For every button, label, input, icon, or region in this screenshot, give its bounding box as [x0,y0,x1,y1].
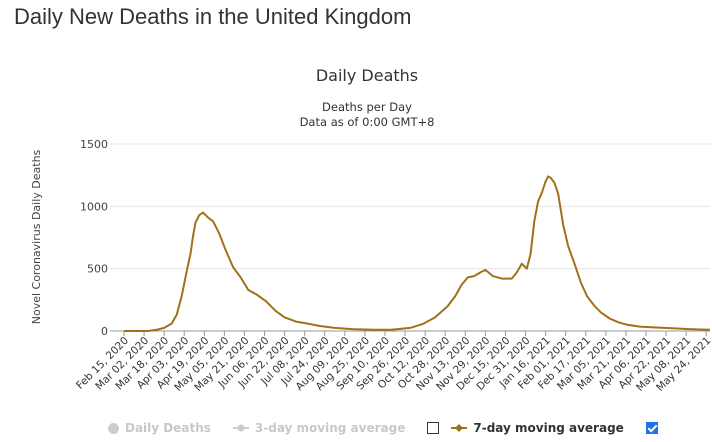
plot-area [124,175,711,332]
page-title: Daily New Deaths in the United Kingdom [14,4,412,29]
chart-subtitle-2: Data as of 0:00 GMT+8 [300,115,435,129]
legend-item-3-day-average[interactable]: 3-day moving average [232,421,406,435]
grid [110,143,710,332]
legend-label: 3-day moving average [254,421,406,435]
y-tick-label: 1500 [80,138,108,151]
legend-label: Daily Deaths [125,421,211,435]
legend: Daily Deaths 3-day moving average 7-day … [108,418,670,438]
line-marker-icon [232,424,249,432]
y-tick-label: 1000 [80,200,108,213]
y-axis-ticks: 0 500 1000 1500 [80,138,108,338]
y-tick-label: 0 [101,325,108,338]
chart: Daily Deaths Deaths per Day Data as of 0… [30,66,712,394]
circle-marker-icon [108,422,119,434]
legend-checkbox-3-day-average[interactable] [427,422,440,434]
y-tick-label: 500 [87,263,108,276]
chart-subtitle-1: Deaths per Day [322,100,412,114]
line-marker-icon [451,424,468,432]
legend-label: 7-day moving average [473,421,624,435]
legend-item-7-day-average[interactable]: 7-day moving average [451,421,624,435]
legend-checkbox-7-day-average[interactable] [645,422,658,434]
chart-title: Daily Deaths [316,66,418,85]
legend-item-daily-deaths[interactable]: Daily Deaths [108,421,211,435]
y-axis-label: Novel Coronavirus Daily Deaths [30,149,43,324]
series-line-7-day-average [124,175,711,332]
